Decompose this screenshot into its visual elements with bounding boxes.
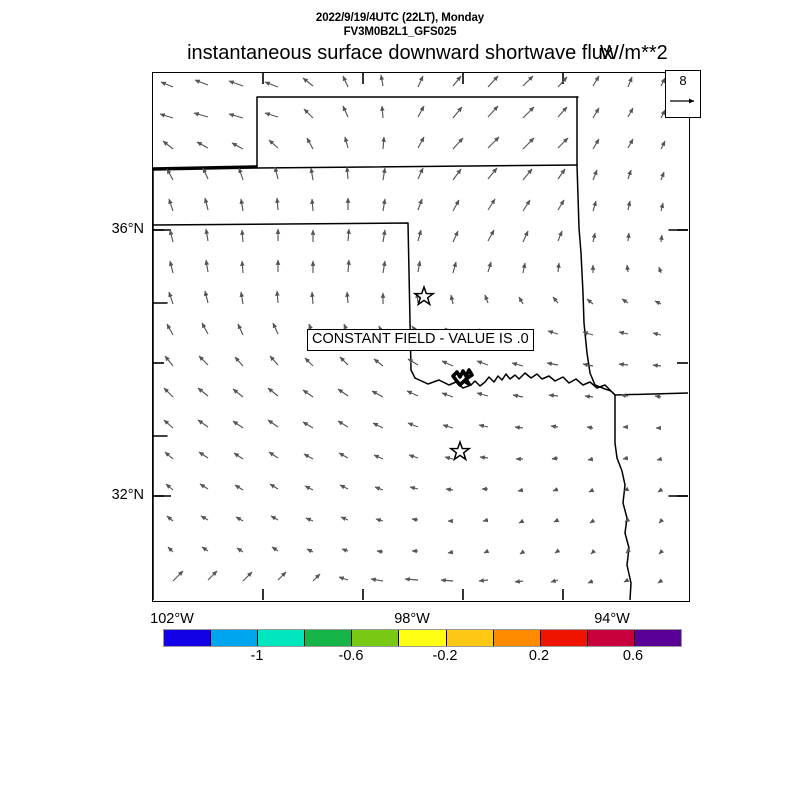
colorbar-segment-0[interactable] bbox=[164, 630, 212, 646]
map-canvas bbox=[153, 73, 688, 600]
colorbar-segment-10[interactable] bbox=[634, 630, 682, 646]
units-label: W/m**2 bbox=[600, 42, 668, 64]
page-title: instantaneous surface downward shortwave… bbox=[187, 42, 613, 64]
x-axis-tick-label-102w: 102°W bbox=[150, 611, 194, 627]
vector-reference-value: 8 bbox=[679, 73, 687, 88]
colorbar-segment-5[interactable] bbox=[399, 630, 447, 646]
river-segment-highlight bbox=[451, 368, 474, 387]
colorbar-segment-3[interactable] bbox=[305, 630, 353, 646]
axis-ticks bbox=[153, 73, 688, 600]
header-datetime: 2022/9/19/4UTC (22LT), Monday bbox=[315, 12, 485, 24]
colorbar-segment-1[interactable] bbox=[211, 630, 259, 646]
constant-field-annotation: CONSTANT FIELD - VALUE IS .0 bbox=[307, 329, 534, 351]
right-arrow-icon bbox=[670, 98, 695, 104]
x-axis-tick-label-98w: 98°W bbox=[394, 611, 430, 627]
vector-reference-legend: 8 bbox=[665, 70, 701, 118]
station-star-south bbox=[448, 439, 472, 462]
colorbar[interactable] bbox=[163, 629, 682, 647]
colorbar-tick-2: -0.2 bbox=[432, 648, 458, 664]
colorbar-segment-6[interactable] bbox=[446, 630, 494, 646]
colorbar-segment-9[interactable] bbox=[587, 630, 635, 646]
station-star-north bbox=[412, 284, 436, 307]
colorbar-segment-7[interactable] bbox=[493, 630, 541, 646]
colorbar-tick-1: -0.6 bbox=[338, 648, 364, 664]
y-axis-tick-label-36n: 36°N bbox=[111, 221, 144, 237]
colorbar-tick-labels: -1 -0.6 -0.2 0.2 0.6 bbox=[163, 648, 680, 666]
x-axis-tick-label-94w: 94°W bbox=[594, 611, 630, 627]
colorbar-tick-0: -1 bbox=[250, 648, 264, 664]
colorbar-segment-4[interactable] bbox=[352, 630, 400, 646]
colorbar-segment-2[interactable] bbox=[258, 630, 306, 646]
header-model-id: FV3M0B2L1_GFS025 bbox=[343, 26, 457, 38]
colorbar-tick-4: 0.6 bbox=[622, 648, 644, 664]
station-markers bbox=[412, 284, 472, 462]
colorbar-segment-8[interactable] bbox=[540, 630, 588, 646]
y-axis-tick-label-32n: 32°N bbox=[111, 487, 144, 503]
wind-vector-field bbox=[159, 74, 666, 584]
colorbar-tick-3: 0.2 bbox=[528, 648, 550, 664]
